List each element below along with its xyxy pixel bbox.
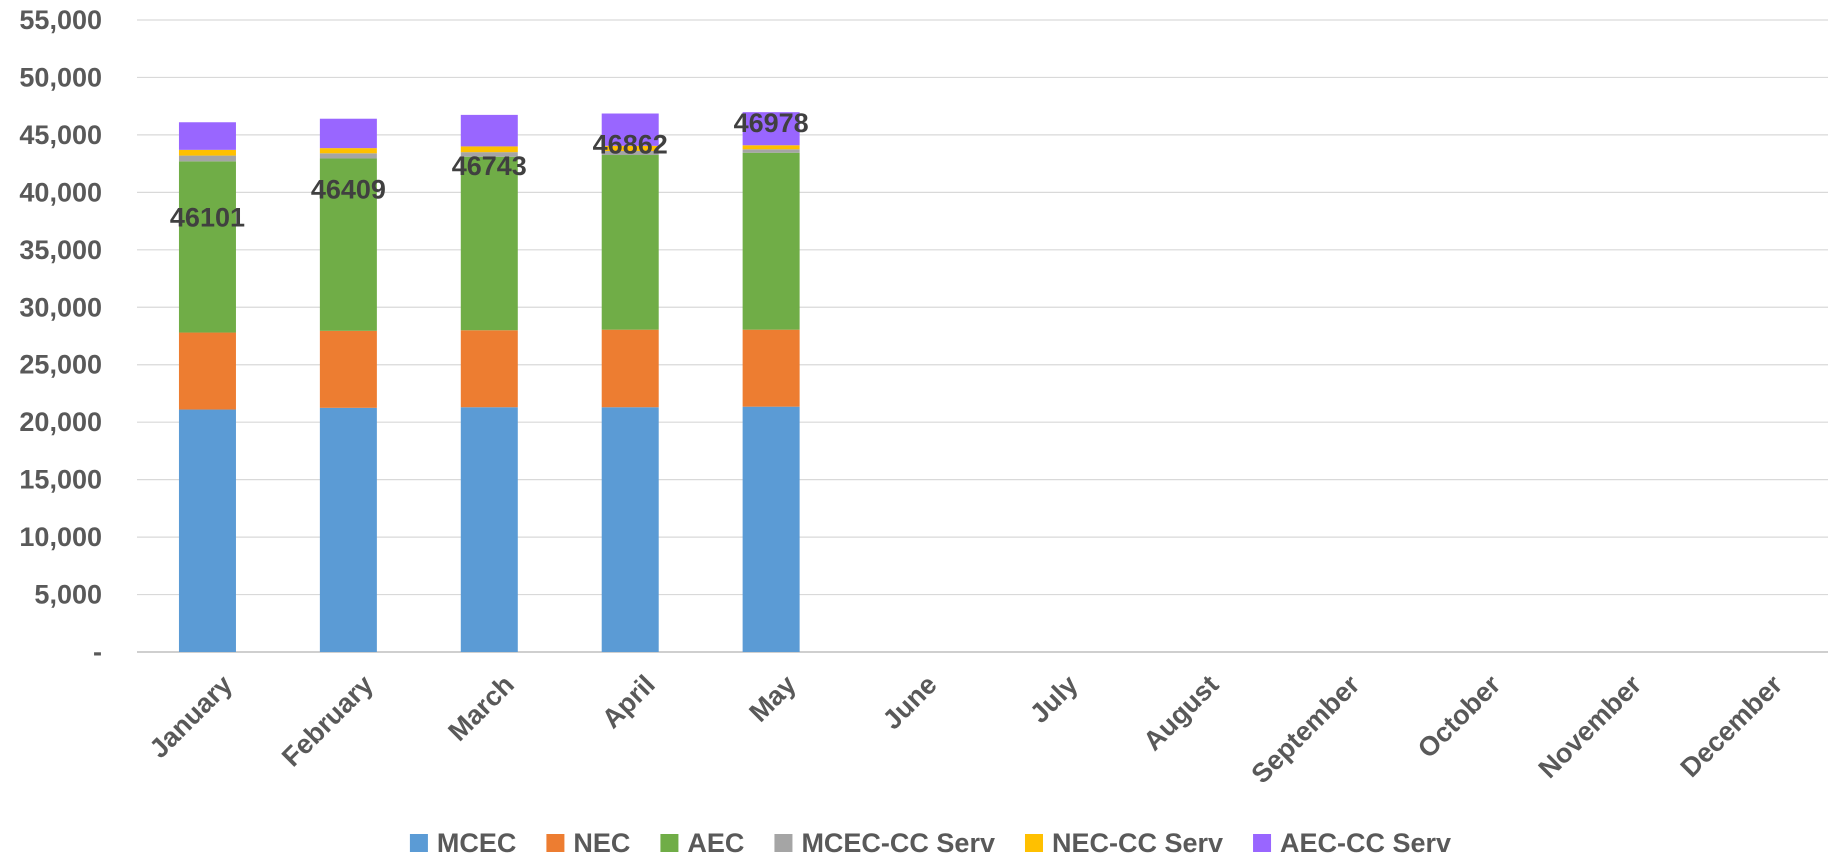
bar-segment-nec-cc-serv-may bbox=[742, 145, 800, 150]
x-category-label: August bbox=[1138, 669, 1225, 756]
bar-segment-nec-cc-serv-april bbox=[601, 145, 659, 151]
bar-segment-nec-january bbox=[178, 332, 236, 410]
legend-label: MCEC-CC Serv bbox=[801, 828, 995, 858]
legend-label: NEC bbox=[573, 828, 630, 858]
legend-label: AEC-CC Serv bbox=[1280, 828, 1451, 858]
bar-segment-aec-cc-serv-february bbox=[319, 118, 377, 149]
total-data-label: 46862 bbox=[593, 130, 668, 160]
bar-segment-mcec-cc-serv-may bbox=[742, 149, 800, 153]
x-category-label: July bbox=[1024, 669, 1083, 728]
total-data-label: 46101 bbox=[170, 202, 245, 232]
total-data-label: 46409 bbox=[311, 175, 386, 205]
bar-segment-aec-cc-serv-april bbox=[601, 113, 659, 146]
legend-label: MCEC bbox=[437, 828, 517, 858]
bar-segment-aec-cc-serv-january bbox=[178, 122, 236, 150]
legend-swatch bbox=[546, 834, 565, 852]
legend-swatch bbox=[1253, 834, 1272, 852]
bar-segment-aec-february bbox=[319, 158, 377, 331]
bar-segment-aec-cc-serv-may bbox=[742, 112, 800, 146]
bar-segment-mcec-cc-serv-march bbox=[460, 152, 518, 157]
bar-segment-nec-february bbox=[319, 330, 377, 408]
y-tick-label: 45,000 bbox=[19, 120, 102, 150]
legend: MCEC NEC AEC MCEC-CC Serv NEC-CC Serv AEC-CC … bbox=[409, 828, 1451, 858]
bar-segment-aec-april bbox=[601, 155, 659, 330]
legend-label: NEC-CC Serv bbox=[1052, 828, 1223, 858]
legend-swatch bbox=[409, 834, 428, 852]
bar-segment-nec-march bbox=[460, 330, 518, 408]
bar-segment-aec-cc-serv-march bbox=[460, 114, 518, 147]
y-tick-label: 5,000 bbox=[34, 580, 102, 610]
x-category-label: December bbox=[1675, 669, 1789, 783]
bar-segment-nec-cc-serv-january bbox=[178, 149, 236, 156]
legend-item-aec: AEC bbox=[660, 828, 744, 858]
y-tick-label: 35,000 bbox=[19, 235, 102, 265]
legend-swatch bbox=[774, 834, 793, 852]
bar-segment-mcec-cc-serv-january bbox=[178, 155, 236, 162]
legend-item-nec: NEC bbox=[546, 828, 630, 858]
total-data-labels: 46101 46409 46743 46862 46978 bbox=[170, 108, 809, 232]
legend-item-nec-cc-serv: NEC-CC Serv bbox=[1024, 828, 1223, 858]
y-axis-tick-labels: - 5,000 10,000 15,000 20,000 25,000 30,000 35,0… bbox=[19, 5, 102, 667]
total-data-label: 46743 bbox=[452, 151, 527, 181]
legend-label: AEC bbox=[687, 828, 744, 858]
bar-segment-mcec-cc-serv-february bbox=[319, 153, 377, 159]
y-tick-label: 55,000 bbox=[19, 5, 102, 35]
y-tick-label: 40,000 bbox=[19, 177, 102, 207]
y-tick-label: 30,000 bbox=[19, 292, 102, 322]
y-tick-label: 10,000 bbox=[19, 522, 102, 552]
x-category-label: September bbox=[1245, 669, 1365, 789]
bar-segment-mcec-february bbox=[319, 407, 377, 652]
bar-segment-aec-may bbox=[742, 152, 800, 330]
bar-segment-mcec-january bbox=[178, 409, 236, 652]
y-tick-label: 50,000 bbox=[19, 62, 102, 92]
legend-item-mcec-cc-serv: MCEC-CC Serv bbox=[774, 828, 995, 858]
total-data-label: 46978 bbox=[734, 108, 809, 138]
bar-segment-mcec-march bbox=[460, 407, 518, 652]
x-category-label: April bbox=[596, 669, 661, 734]
bar-segment-nec-cc-serv-february bbox=[319, 148, 377, 154]
x-category-label: June bbox=[877, 669, 943, 735]
bar-segment-nec-april bbox=[601, 329, 659, 408]
x-category-label: October bbox=[1412, 669, 1507, 764]
bar-segment-mcec-april bbox=[601, 407, 659, 652]
y-tick-label: - bbox=[93, 637, 102, 667]
x-category-label: January bbox=[144, 669, 238, 763]
legend-item-mcec: MCEC bbox=[409, 828, 517, 858]
y-tick-label: 20,000 bbox=[19, 407, 102, 437]
gridlines bbox=[137, 19, 1828, 653]
legend-swatch bbox=[660, 834, 679, 852]
x-category-label: February bbox=[276, 669, 379, 772]
y-tick-label: 15,000 bbox=[19, 465, 102, 495]
bar-segment-nec-cc-serv-march bbox=[460, 146, 518, 153]
x-category-label: November bbox=[1533, 669, 1648, 784]
bar-segment-aec-january bbox=[178, 161, 236, 333]
legend-swatch bbox=[1024, 834, 1043, 852]
x-category-label: March bbox=[442, 669, 519, 746]
bar-segment-mcec-cc-serv-april bbox=[601, 150, 659, 156]
x-axis-category-labels: January February March April May June July Augu… bbox=[144, 669, 1789, 789]
legend-item-aec-cc-serv: AEC-CC Serv bbox=[1253, 828, 1451, 858]
x-category-label: May bbox=[743, 669, 801, 727]
bar-segment-mcec-may bbox=[742, 406, 800, 652]
bar-segment-nec-may bbox=[742, 329, 800, 407]
bar-segment-aec-march bbox=[460, 156, 518, 331]
y-tick-label: 25,000 bbox=[19, 350, 102, 380]
bar-stacks bbox=[178, 112, 800, 652]
